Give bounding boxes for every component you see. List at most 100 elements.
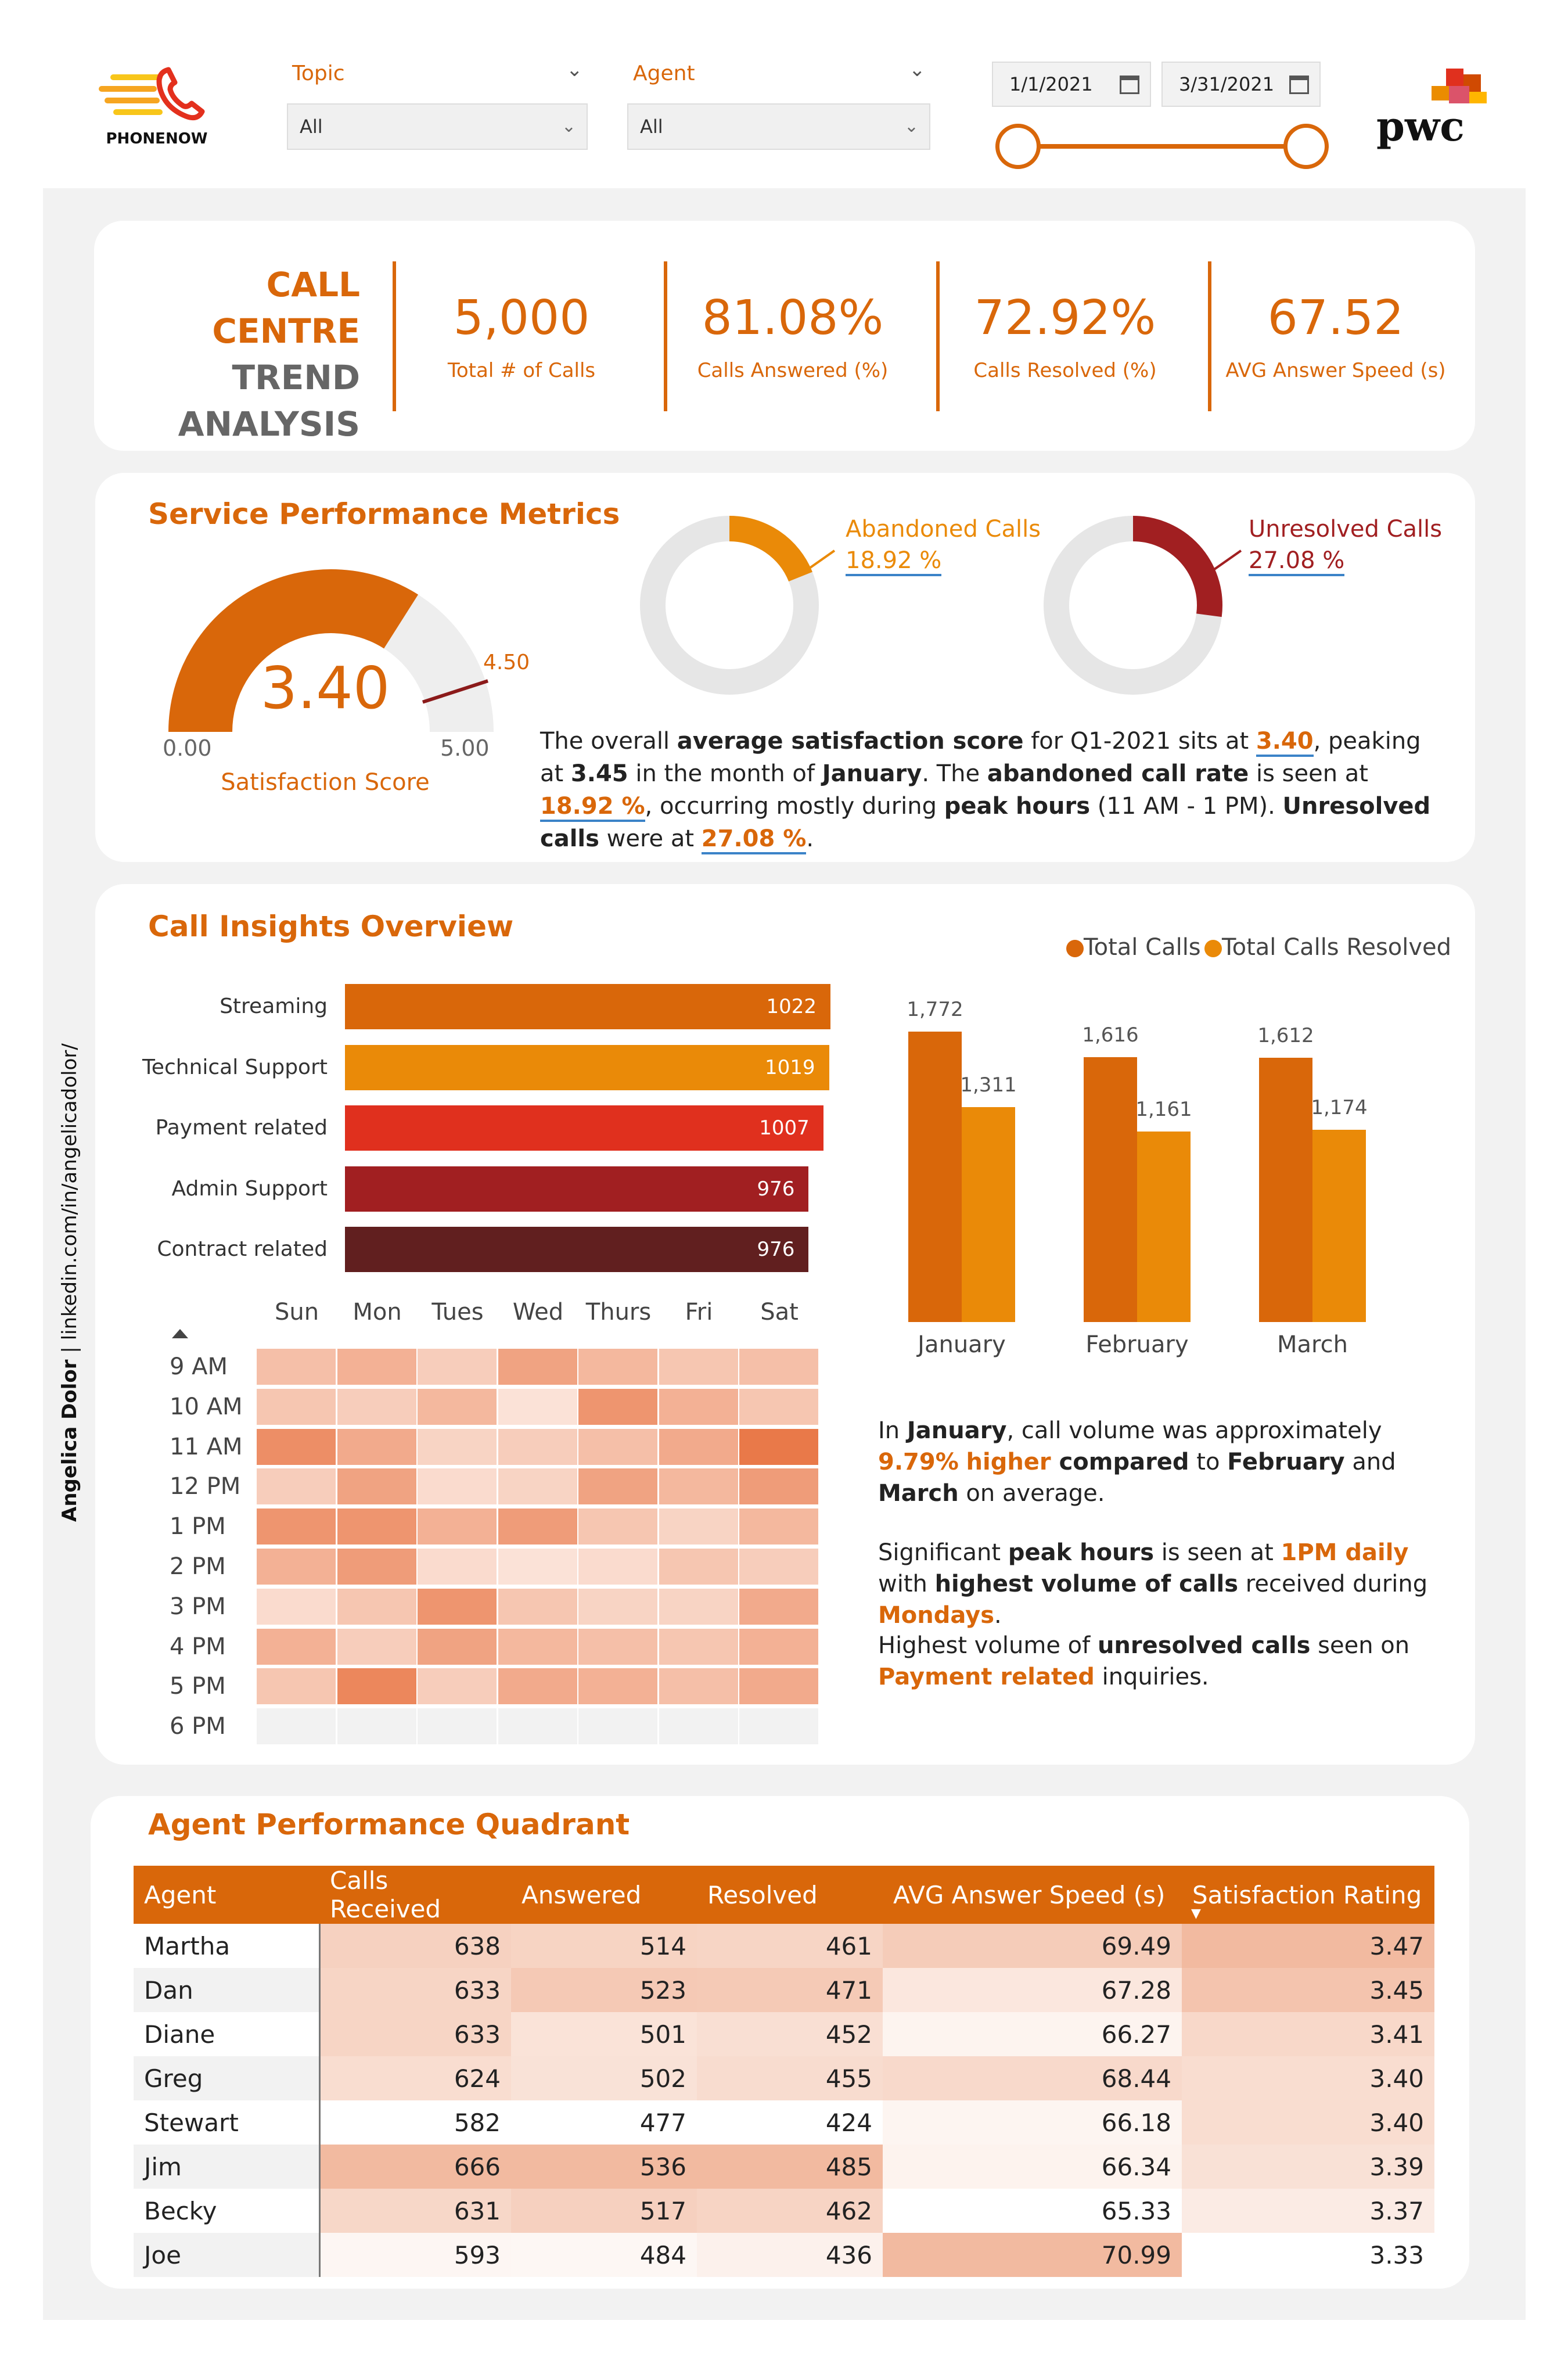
summary-bold: peak hours <box>944 793 1090 820</box>
heatmap-cell <box>257 1708 336 1745</box>
table-cell-received: 638 <box>319 1924 511 1968</box>
col-resolved[interactable]: Resolved <box>697 1866 883 1924</box>
heatmap-cell <box>578 1388 657 1425</box>
service-title: Service Performance Metrics <box>148 497 620 531</box>
topic-bar[interactable]: 976 <box>345 1166 809 1212</box>
pwc-text: pwc <box>1376 102 1465 150</box>
sort-up-icon[interactable] <box>172 1329 188 1338</box>
col-satisfaction[interactable]: Satisfaction Rating ▼ <box>1182 1866 1434 1924</box>
heatmap-hour-label: 1 PM <box>170 1513 226 1540</box>
summary-bold: 3.45 <box>570 760 628 787</box>
calendar-icon <box>1289 76 1309 94</box>
topic-dropdown[interactable]: All ⌄ <box>287 103 588 150</box>
gauge-min: 0.00 <box>163 735 212 761</box>
note-text: is seen at <box>1154 1539 1281 1566</box>
heatmap-hour-label: 2 PM <box>170 1553 226 1580</box>
heatmap-cell <box>257 1388 336 1425</box>
topic-bar[interactable]: 1019 <box>345 1044 829 1090</box>
topic-bar[interactable]: 976 <box>345 1227 809 1272</box>
note-text: and <box>1344 1449 1396 1475</box>
table-row[interactable]: Greg 624 502 455 68.44 3.40 <box>134 2056 1434 2100</box>
heatmap-day-label: Tues <box>431 1299 484 1326</box>
heatmap-cell <box>578 1588 657 1625</box>
gauge-label: Satisfaction Score <box>221 769 430 796</box>
end-date-input[interactable]: 3/31/2021 <box>1161 62 1321 107</box>
table-cell-speed: 67.28 <box>883 1968 1182 2012</box>
note-highlight: higher <box>966 1449 1051 1475</box>
agent-dropdown[interactable]: All ⌄ <box>627 103 930 150</box>
insight-note-peak: Significant peak hours is seen at 1PM da… <box>878 1537 1441 1631</box>
date-slider-start-handle[interactable] <box>995 124 1041 169</box>
heatmap-cell <box>659 1508 738 1545</box>
heatmap-cell <box>337 1708 416 1745</box>
topic-bar-label: Streaming <box>220 994 328 1018</box>
note-text: , call volume was approximately <box>1006 1417 1382 1444</box>
summary-highlight: 27.08 % <box>701 825 807 854</box>
table-row[interactable]: Joe 593 484 436 70.99 3.33 <box>134 2233 1434 2277</box>
col-answered[interactable]: Answered <box>511 1866 697 1924</box>
date-slider-end-handle[interactable] <box>1283 124 1329 169</box>
table-row[interactable]: Martha 638 514 461 69.49 3.47 <box>134 1924 1434 1968</box>
month-bar[interactable] <box>1137 1132 1191 1322</box>
author-name: Angelica Dolor <box>58 1359 81 1522</box>
table-row[interactable]: Becky 631 517 462 65.33 3.37 <box>134 2189 1434 2233</box>
heatmap-cell <box>578 1349 657 1385</box>
heatmap-cell <box>418 1668 497 1705</box>
insights-title: Call Insights Overview <box>148 910 514 943</box>
summary-text: in the month of <box>628 760 822 787</box>
table-row[interactable]: Dan 633 523 471 67.28 3.45 <box>134 1968 1434 2012</box>
phonenow-logo: PHONENOW <box>99 64 215 151</box>
kpi-answered-label: Calls Answered (%) <box>697 359 889 382</box>
month-bar-value: 1,311 <box>960 1073 1017 1097</box>
table-cell-speed: 66.27 <box>883 2012 1182 2056</box>
month-bar[interactable] <box>1259 1058 1312 1322</box>
heatmap-hour-label: 11 AM <box>170 1433 243 1460</box>
month-bar[interactable] <box>1084 1057 1137 1322</box>
month-bar[interactable] <box>1312 1129 1366 1322</box>
heatmap-cell <box>418 1388 497 1425</box>
note-bold: February <box>1227 1449 1345 1475</box>
note-highlight: Payment related <box>878 1664 1095 1690</box>
agent-name: Greg <box>134 2056 321 2100</box>
table-cell-rating: 3.45 <box>1182 1968 1434 2012</box>
month-bar[interactable] <box>962 1107 1015 1322</box>
heatmap-cell <box>337 1588 416 1625</box>
gauge-target-label: 4.50 <box>483 651 530 674</box>
col-avg-speed[interactable]: AVG Answer Speed (s) <box>883 1866 1182 1924</box>
agent-name: Becky <box>134 2189 321 2233</box>
month-axis-label: March <box>1277 1331 1348 1358</box>
table-cell-resolved: 462 <box>697 2189 883 2233</box>
table-row[interactable]: Diane 633 501 452 66.27 3.41 <box>134 2012 1434 2056</box>
agent-name: Diane <box>134 2012 321 2056</box>
table-cell-resolved: 452 <box>697 2012 883 2056</box>
topic-bar-value: 1007 <box>759 1116 810 1140</box>
month-axis-label: February <box>1085 1331 1189 1358</box>
table-cell-resolved: 455 <box>697 2056 883 2100</box>
col-calls-received[interactable]: Calls Received <box>319 1866 511 1924</box>
table-row[interactable]: Stewart 582 477 424 66.18 3.40 <box>134 2100 1434 2145</box>
agent-table-body: Martha 638 514 461 69.49 3.47 Dan 633 523 471 67.2… <box>134 1924 1434 2277</box>
table-cell-speed: 69.49 <box>883 1924 1182 1968</box>
summary-text: , occurring mostly during <box>645 793 944 820</box>
topic-bar[interactable]: 1022 <box>345 984 830 1029</box>
heatmap-cell <box>257 1549 336 1585</box>
agent-chevron-icon[interactable]: ⌄ <box>909 58 926 81</box>
heatmap-cell <box>739 1428 818 1465</box>
author-link[interactable]: linkedin.com/in/angelicadolor/ <box>58 1043 81 1341</box>
heatmap-cell <box>418 1508 497 1545</box>
topic-bar[interactable]: 1007 <box>345 1105 823 1151</box>
start-date-input[interactable]: 1/1/2021 <box>992 62 1151 107</box>
note-bold: January <box>907 1417 1007 1444</box>
note-highlight: Mondays <box>878 1602 995 1629</box>
heatmap-cell <box>739 1628 818 1665</box>
topic-chevron-icon[interactable]: ⌄ <box>566 58 583 81</box>
end-date-value: 3/31/2021 <box>1179 73 1275 95</box>
table-row[interactable]: Jim 666 536 485 66.34 3.39 <box>134 2145 1434 2189</box>
heatmap-cell <box>418 1708 497 1745</box>
heatmap-hour-label: 6 PM <box>170 1713 226 1740</box>
col-agent[interactable]: Agent <box>134 1866 319 1924</box>
month-bar[interactable] <box>908 1032 962 1322</box>
pwc-logo: pwc <box>1376 69 1493 156</box>
chevron-down-icon: ⌄ <box>904 116 919 137</box>
heatmap-day-label: Sat <box>760 1299 799 1326</box>
